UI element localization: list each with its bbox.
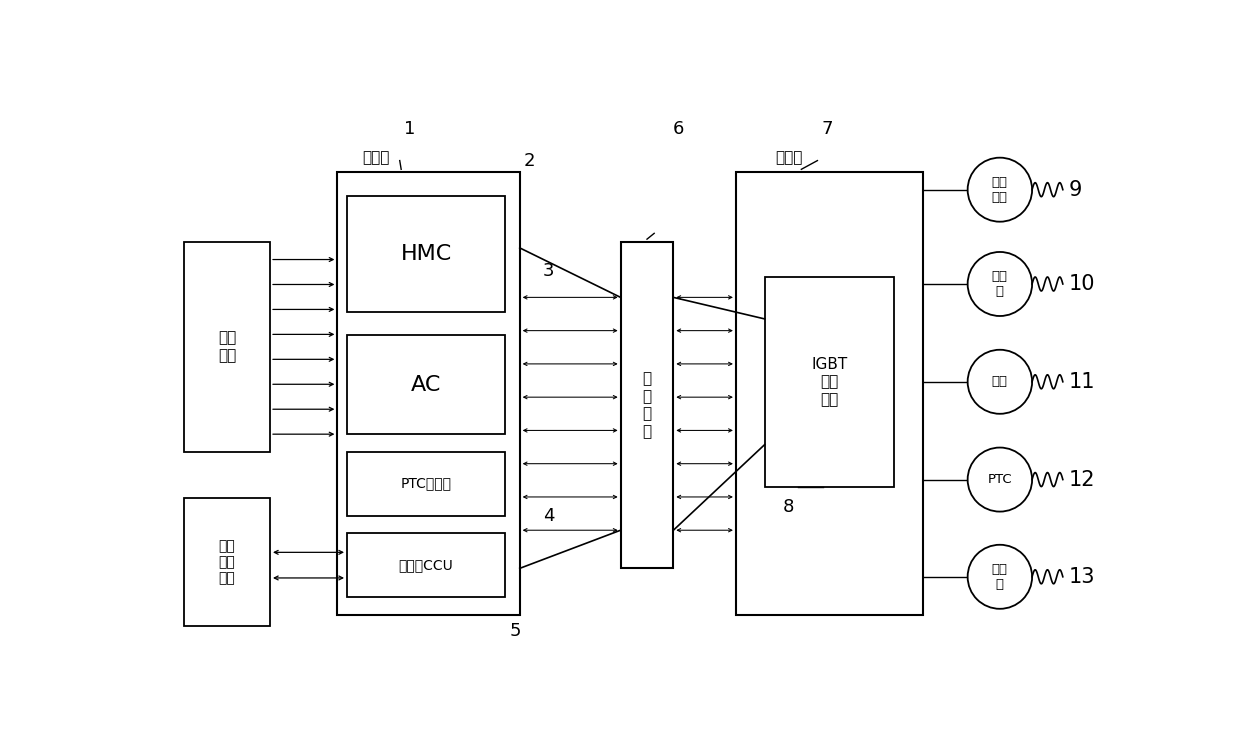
Text: 1: 1	[404, 119, 415, 138]
Bar	[183, 242, 270, 451]
Ellipse shape	[968, 252, 1032, 316]
Text: IGBT
功率
元件: IGBT 功率 元件	[812, 357, 847, 407]
Text: 3: 3	[543, 262, 554, 280]
Bar	[621, 242, 674, 568]
Text: 功率板: 功率板	[774, 150, 803, 166]
Bar	[347, 196, 506, 312]
Text: 10: 10	[1068, 274, 1095, 294]
Text: 6: 6	[673, 119, 684, 138]
Text: 4: 4	[543, 507, 554, 525]
Text: 冷却
风扇: 冷却 风扇	[992, 175, 1007, 203]
Text: 集
成
电
路: 集 成 电 路	[643, 371, 652, 438]
Bar	[183, 498, 270, 626]
Text: AC: AC	[411, 375, 441, 395]
Ellipse shape	[968, 545, 1032, 609]
Text: 13: 13	[1068, 567, 1095, 587]
Text: HMC: HMC	[400, 243, 452, 264]
Text: 2: 2	[524, 151, 535, 169]
Text: 鼓风
机: 鼓风 机	[992, 270, 1007, 298]
Ellipse shape	[968, 158, 1032, 222]
Text: 网络
连接
端口: 网络 连接 端口	[218, 539, 235, 585]
Text: 12: 12	[1068, 469, 1095, 490]
Text: 控制板: 控制板	[362, 150, 389, 166]
Text: PTC: PTC	[987, 473, 1012, 486]
Bar	[347, 335, 506, 434]
Text: 5: 5	[509, 622, 520, 640]
Text: PTC控制器: PTC控制器	[400, 476, 452, 491]
Text: 7: 7	[821, 119, 833, 138]
Bar	[337, 172, 520, 615]
Text: 8: 8	[783, 498, 794, 516]
Text: 压缩机CCU: 压缩机CCU	[399, 558, 453, 572]
Bar	[347, 451, 506, 516]
Text: 输入
接口: 输入 接口	[218, 330, 235, 363]
Ellipse shape	[968, 350, 1032, 414]
Bar	[347, 533, 506, 597]
Text: 11: 11	[1068, 372, 1095, 392]
Ellipse shape	[968, 448, 1032, 512]
Text: 9: 9	[1068, 180, 1082, 200]
Text: 水泵: 水泵	[992, 375, 1007, 389]
Bar	[736, 172, 923, 615]
Text: 压缩
机: 压缩 机	[992, 562, 1007, 590]
Bar	[764, 277, 895, 487]
